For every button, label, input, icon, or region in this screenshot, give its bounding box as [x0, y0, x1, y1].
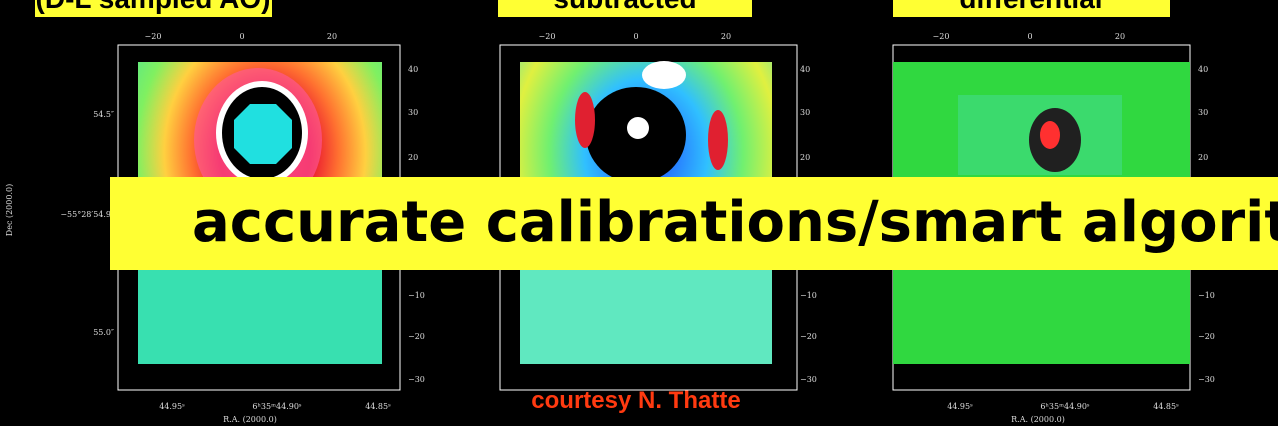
right-tick-label: −30 [1198, 375, 1215, 384]
right-tick-label: 30 [1198, 108, 1208, 117]
bottom-tick-label: 44.85ˢ [1153, 402, 1179, 411]
panel-image [117, 44, 401, 391]
panel-title: differential [959, 0, 1102, 14]
right-tick-label: 20 [408, 153, 418, 162]
left-tick-label: −55°28′54.9″ [60, 210, 114, 219]
top-tick-label: 0 [633, 32, 638, 41]
bottom-tick-label: 44.85ˢ [365, 402, 391, 411]
right-tick-label: −20 [1198, 332, 1215, 341]
right-tick-label: 20 [1198, 153, 1208, 162]
right-tick-label: −20 [408, 332, 425, 341]
left-tick-label: 55.0″ [93, 328, 114, 337]
top-tick-label: 20 [1115, 32, 1125, 41]
header-box [893, 0, 1170, 17]
panel-title: (D-L sampled AO) [36, 0, 271, 14]
top-tick-label: 0 [1027, 32, 1032, 41]
y-axis-label: Dec (2000.0) [5, 184, 14, 236]
x-axis-label: R.A. (2000.0) [223, 415, 277, 424]
top-tick-label: −20 [933, 32, 950, 41]
banner-text: accurate calibrations/smart algorithms [192, 190, 1278, 255]
credit: courtesy N. Thatte [531, 387, 740, 414]
bottom-tick-label: 6ʰ35ᵐ44.90ˢ [252, 402, 302, 411]
right-tick-label: 30 [800, 108, 810, 117]
header-box [35, 0, 272, 17]
right-tick-label: 30 [408, 108, 418, 117]
right-tick-label: −30 [800, 375, 817, 384]
right-tick-label: 40 [800, 65, 810, 74]
panel-image [499, 44, 798, 391]
left-tick-label: 54.5″ [93, 110, 114, 119]
panel-title: subtracted [553, 0, 696, 14]
top-tick-label: 20 [327, 32, 337, 41]
banner-box [110, 177, 1278, 270]
right-tick-label: −10 [800, 291, 817, 300]
right-tick-label: −30 [408, 375, 425, 384]
top-tick-label: 0 [239, 32, 244, 41]
right-tick-label: −10 [408, 291, 425, 300]
bottom-tick-label: 6ʰ35ᵐ44.90ˢ [1040, 402, 1090, 411]
x-axis-label: R.A. (2000.0) [1011, 415, 1065, 424]
bottom-tick-label: 44.95ˢ [159, 402, 185, 411]
top-tick-label: −20 [539, 32, 556, 41]
header-box [498, 0, 752, 17]
right-tick-label: 40 [408, 65, 418, 74]
right-tick-label: 40 [1198, 65, 1208, 74]
right-tick-label: −20 [800, 332, 817, 341]
top-tick-label: −20 [145, 32, 162, 41]
right-tick-label: 20 [800, 153, 810, 162]
right-tick-label: −10 [1198, 291, 1215, 300]
top-tick-label: 20 [721, 32, 731, 41]
bottom-tick-label: 44.95ˢ [947, 402, 973, 411]
